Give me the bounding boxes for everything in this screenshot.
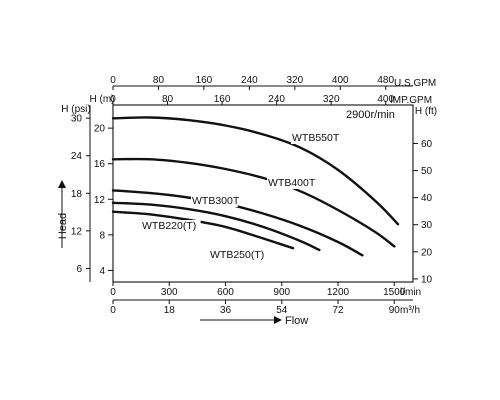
lmin-tick-label: 1200 bbox=[327, 287, 350, 298]
usgpm-tick-label: 240 bbox=[241, 75, 258, 86]
flow-axis-title-group: Flow bbox=[200, 315, 308, 327]
head-m-tick-label: 4 bbox=[99, 266, 105, 277]
head-psi-tick-label: 18 bbox=[71, 189, 83, 200]
m3h-tick-label: 36 bbox=[220, 305, 232, 316]
curve-labels: WTB550T WTB400T WTB300T WTB250(T) WTB220(T) bbox=[141, 132, 340, 261]
head-m-tick-label: 16 bbox=[94, 159, 106, 170]
head-ft-tick-label: 20 bbox=[421, 247, 433, 258]
head-m-tick-label: 8 bbox=[99, 230, 105, 241]
usgpm-axis-title: U.S.GPM bbox=[394, 78, 436, 89]
impgpm-tick-label: 320 bbox=[323, 94, 340, 105]
m3h-axis-title: m³/h bbox=[400, 305, 420, 316]
m3h-tick-label: 54 bbox=[276, 305, 288, 316]
curve-label-wtb550t: WTB550T bbox=[292, 132, 340, 144]
head-psi-tick-label: 6 bbox=[76, 264, 82, 275]
usgpm-tick-label: 0 bbox=[110, 75, 116, 86]
usgpm-tick-label: 320 bbox=[286, 75, 303, 86]
curve-wtb220-t bbox=[111, 210, 295, 250]
usgpm-tick-label: 400 bbox=[332, 75, 349, 86]
plot-frame bbox=[89, 85, 414, 301]
m3h-tick-label: 18 bbox=[164, 305, 176, 316]
head-ft-axis-title: H (ft) bbox=[415, 106, 437, 117]
head-axis-title-group: Head bbox=[57, 180, 69, 248]
head-ft-tick-label: 30 bbox=[421, 220, 433, 231]
usgpm-tick-label: 160 bbox=[196, 75, 213, 86]
lmin-tick-label: 1500 bbox=[383, 287, 406, 298]
impgpm-tick-label: 0 bbox=[110, 94, 116, 105]
head-psi-tick-label: 12 bbox=[71, 226, 83, 237]
head-m-tick-label: 12 bbox=[94, 195, 106, 206]
curve-label-wtb250-t: WTB250(T) bbox=[210, 249, 264, 261]
axis-unit-labels: H (m) H (psi) H (ft) U.S.GPM IMP.GPM l/m… bbox=[61, 78, 437, 316]
head-m-tick-label: 20 bbox=[94, 124, 106, 135]
axis-ticks bbox=[86, 86, 418, 304]
impgpm-tick-label: 240 bbox=[268, 94, 285, 105]
curve-wtb550t bbox=[111, 116, 400, 226]
m3h-tick-label: 0 bbox=[110, 305, 116, 316]
curve-label-background bbox=[141, 220, 201, 232]
curve-label-wtb400t: WTB400T bbox=[268, 177, 316, 189]
head-psi-axis-title: H (psi) bbox=[61, 104, 90, 115]
curve-label-wtb220-t: WTB220(T) bbox=[142, 220, 196, 232]
curve-label-background bbox=[209, 249, 269, 261]
curve-label-background bbox=[267, 177, 314, 189]
head-ft-tick-label: 60 bbox=[421, 139, 433, 150]
impgpm-axis-title: IMP.GPM bbox=[390, 95, 432, 106]
impgpm-tick-label: 160 bbox=[214, 94, 231, 105]
speed-label: 2900r/min bbox=[346, 109, 395, 121]
head-psi-tick-label: 24 bbox=[71, 151, 83, 162]
head-psi-tick-label: 30 bbox=[71, 114, 83, 125]
lmin-tick-label: 0 bbox=[110, 287, 116, 298]
impgpm-tick-label: 80 bbox=[162, 94, 174, 105]
curve-label-background bbox=[291, 132, 338, 144]
m3h-tick-label: 90 bbox=[389, 305, 401, 316]
usgpm-tick-label: 480 bbox=[377, 75, 394, 86]
head-axis-title: Head bbox=[57, 213, 69, 239]
m3h-tick-label: 72 bbox=[332, 305, 344, 316]
head-ft-tick-label: 40 bbox=[421, 193, 433, 204]
usgpm-tick-label: 80 bbox=[153, 75, 165, 86]
head-ft-tick-label: 10 bbox=[421, 274, 433, 285]
lmin-tick-label: 300 bbox=[161, 287, 178, 298]
lmin-tick-label: 900 bbox=[273, 287, 290, 298]
head-ft-tick-label: 50 bbox=[421, 166, 433, 177]
curve-wtb400t bbox=[111, 157, 396, 248]
curve-label-background bbox=[191, 195, 238, 207]
curve-wtb300t bbox=[111, 189, 364, 257]
curve-wtb250-t bbox=[111, 201, 321, 252]
lmin-axis-title: l/min bbox=[400, 287, 421, 298]
head-m-axis-title: H (m) bbox=[90, 94, 115, 105]
lmin-tick-label: 600 bbox=[217, 287, 234, 298]
plot-area-border bbox=[112, 104, 414, 283]
curve-label-wtb300t: WTB300T bbox=[192, 195, 240, 207]
performance-curves bbox=[111, 116, 400, 257]
impgpm-tick-label: 400 bbox=[377, 94, 394, 105]
flow-axis-title: Flow bbox=[285, 315, 308, 327]
